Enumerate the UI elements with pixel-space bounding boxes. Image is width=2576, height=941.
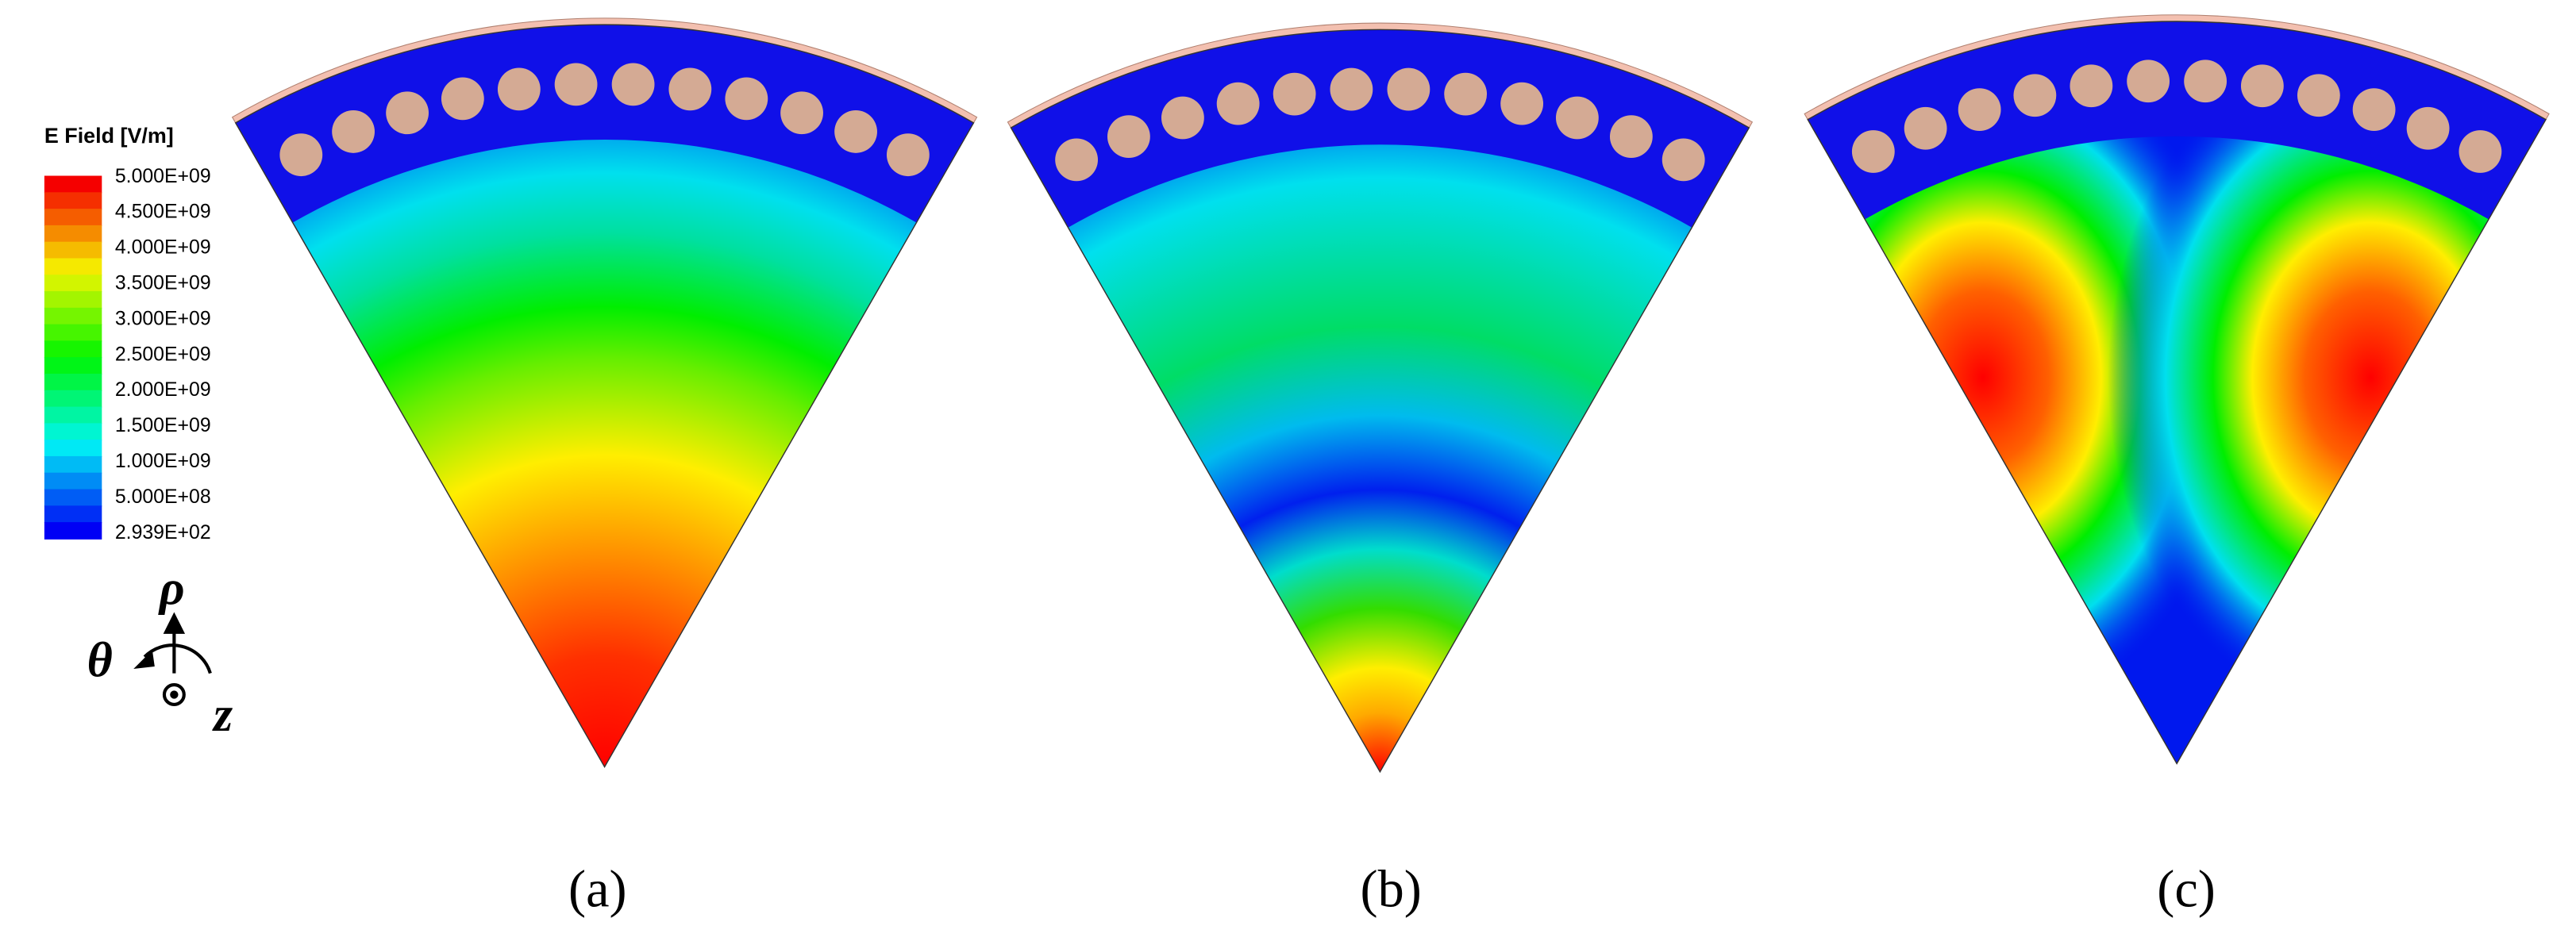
colorbar-step: [44, 225, 102, 243]
sector-outline: [1010, 29, 1750, 774]
colorbar-step: [44, 357, 102, 375]
theta-symbol: θ: [87, 634, 113, 688]
rod: [1904, 106, 1947, 150]
rho-symbol: ρ: [158, 562, 185, 616]
rod: [2352, 88, 2396, 132]
legend-label: 4.000E+09: [115, 237, 211, 259]
rod: [279, 133, 323, 177]
colorbar-step: [44, 175, 102, 194]
colorbar-step: [44, 340, 102, 359]
rod: [2070, 64, 2113, 108]
rod: [611, 63, 655, 106]
colorbar-step: [44, 423, 102, 441]
field-map: [1011, 29, 1750, 772]
colorbar-step: [44, 241, 102, 259]
rod: [1851, 130, 1895, 173]
legend-label: 4.500E+09: [115, 202, 211, 223]
rod: [1662, 138, 1705, 182]
colorbar-step: [44, 406, 102, 424]
rod: [2013, 74, 2057, 117]
rod: [386, 91, 429, 135]
legend-label: 3.000E+09: [115, 308, 211, 329]
rod: [668, 67, 712, 111]
colorbar: [44, 175, 102, 540]
rod: [2240, 64, 2284, 108]
rod: [2184, 60, 2228, 103]
rod: [780, 91, 823, 135]
rod: [725, 77, 768, 121]
legend-label: 5.000E+09: [115, 166, 211, 187]
colorbar-step: [44, 291, 102, 309]
legend-label: 2.500E+09: [115, 344, 211, 365]
rod: [1330, 67, 1373, 111]
colorbar-step: [44, 324, 102, 342]
rod: [554, 63, 598, 106]
sector-outline: [234, 24, 975, 769]
field-plot: [231, 17, 978, 769]
panel-label: (a): [568, 860, 627, 918]
panel-label: (b): [1361, 860, 1422, 918]
rod: [1273, 72, 1316, 116]
rod: [886, 133, 930, 177]
conductor-band: [1011, 29, 1750, 228]
colorbar-step: [44, 307, 102, 325]
rod: [441, 77, 484, 121]
colorbar-step: [44, 440, 102, 457]
field-map: [235, 25, 974, 767]
rod: [1958, 88, 2001, 132]
colorbar-step: [44, 489, 102, 507]
rod: [2406, 106, 2450, 150]
legend-label: 5.000E+08: [115, 486, 211, 508]
rod: [1055, 138, 1099, 182]
rod: [1216, 82, 1260, 125]
colorbar-step: [44, 455, 102, 474]
rod: [1107, 115, 1150, 159]
legend-label: 2.939E+02: [115, 522, 211, 543]
legend-label: 3.500E+09: [115, 273, 211, 294]
rod: [332, 110, 375, 153]
colorbar-step: [44, 472, 102, 490]
z-symbol: z: [212, 688, 233, 742]
field-plot: [1007, 22, 1754, 774]
legend-label: 1.000E+09: [115, 451, 211, 472]
rod: [2127, 60, 2170, 103]
rod: [834, 110, 877, 153]
conductor-band: [235, 25, 974, 223]
legend-label: 2.000E+09: [115, 379, 211, 401]
rod: [497, 67, 541, 111]
panel-label: (c): [2157, 860, 2216, 918]
colorbar-step: [44, 505, 102, 524]
legend-title: E Field [V/m]: [44, 124, 174, 148]
colorbar-step: [44, 275, 102, 293]
rod: [2459, 130, 2502, 173]
field-plot: [1804, 14, 2550, 765]
legend-label: 1.500E+09: [115, 415, 211, 436]
colorbar-step: [44, 373, 102, 391]
colorbar-step: [44, 522, 102, 540]
colorbar-step: [44, 192, 102, 210]
axis-icon: [133, 612, 212, 706]
rod: [1161, 96, 1204, 140]
rod: [1555, 96, 1599, 140]
rod: [1444, 72, 1488, 116]
rod: [2297, 74, 2340, 117]
colorbar-step: [44, 209, 102, 226]
colorbar-step: [44, 390, 102, 408]
conductor-band: [1808, 21, 2546, 220]
rod: [1387, 67, 1430, 111]
rod: [1609, 115, 1653, 159]
rod: [1500, 82, 1544, 125]
colorbar-step: [44, 258, 102, 276]
sector-outline: [1807, 21, 2547, 765]
